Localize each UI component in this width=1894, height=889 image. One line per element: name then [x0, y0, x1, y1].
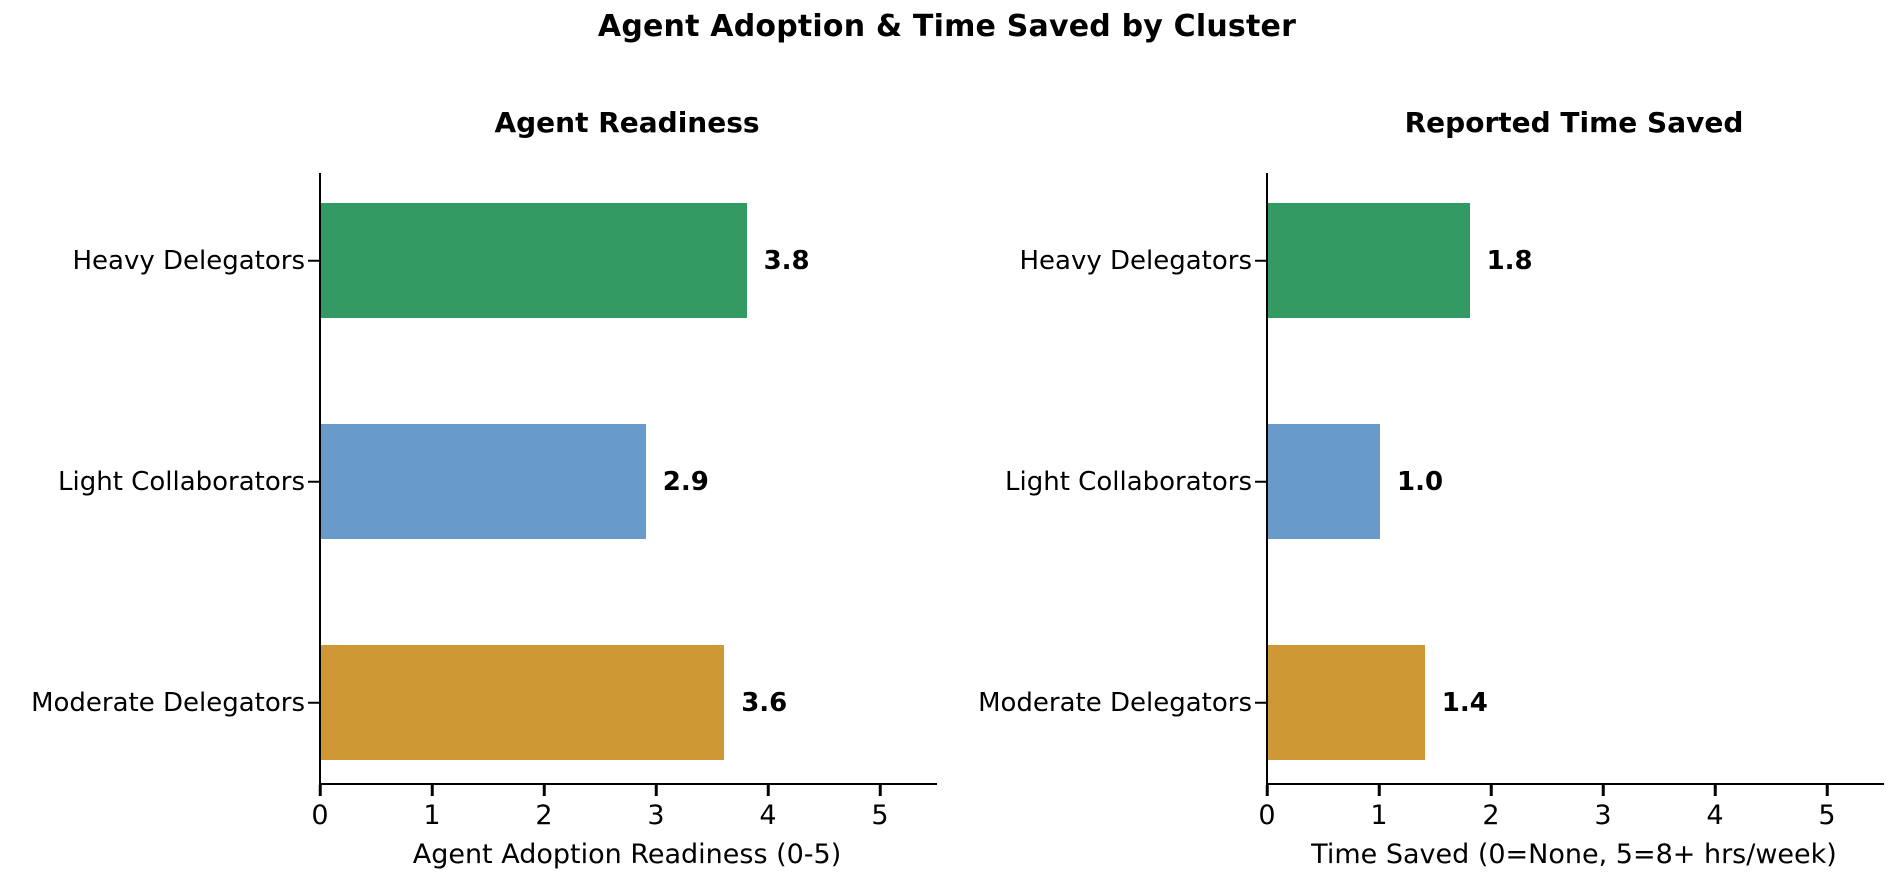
plot-area: Heavy Delegators 3.8 Light Collaborators 2.…	[31, 173, 937, 785]
x-tick-mark	[318, 785, 322, 796]
bar-value-label: 1.8	[1486, 245, 1533, 276]
bar-row: Moderate Delegators 1.4	[978, 645, 1884, 760]
y-tick-mark	[307, 701, 319, 704]
x-tick-mark	[1825, 785, 1829, 796]
x-axis: 0 1 2 3 4 5	[1258, 785, 1883, 845]
x-tick-mark	[542, 785, 546, 796]
y-tick-mark	[307, 259, 319, 262]
x-tick-label: 2	[535, 800, 553, 831]
category-label: Heavy Delegators	[72, 245, 305, 276]
x-tick-label: 0	[1258, 800, 1276, 831]
figure-title: Agent Adoption & Time Saved by Cluster	[597, 9, 1297, 44]
x-tick-label: 1	[423, 800, 441, 831]
bar-value-label: 2.9	[662, 466, 709, 497]
bar-row: Light Collaborators 2.9	[58, 424, 937, 539]
category-label: Moderate Delegators	[978, 687, 1252, 718]
category-label: Moderate Delegators	[31, 687, 305, 718]
chart-reported-time-saved: Reported Time Saved Heavy Delegators 1.8 L…	[947, 0, 1894, 889]
x-tick-label: 5	[871, 800, 889, 831]
bar	[321, 645, 725, 760]
plot-area: Heavy Delegators 1.8 Light Collaborators 1.…	[978, 173, 1884, 785]
x-tick-mark	[1713, 785, 1717, 796]
bar	[321, 424, 646, 539]
x-tick-mark	[430, 785, 434, 796]
x-tick-mark	[654, 785, 658, 796]
x-tick-label: 4	[1706, 800, 1724, 831]
bar-row: Heavy Delegators 3.8	[72, 203, 937, 318]
y-tick-mark	[1254, 480, 1266, 483]
x-axis: 0 1 2 3 4 5	[311, 785, 936, 845]
y-tick-mark	[1254, 259, 1266, 262]
x-tick-mark	[1489, 785, 1493, 796]
bar-value-label: 3.6	[741, 687, 788, 718]
bar-value-label: 1.0	[1397, 466, 1444, 497]
x-axis-label: Time Saved (0=None, 5=8+ hrs/week)	[1311, 839, 1837, 870]
bar-row: Moderate Delegators 3.6	[31, 645, 937, 760]
chart-agent-readiness: Agent Readiness Heavy Delegators 3.8 Light…	[31, 106, 937, 870]
bar	[1268, 203, 1470, 318]
bar-row: Light Collaborators 1.0	[1005, 424, 1884, 539]
x-tick-label: 2	[1482, 800, 1500, 831]
x-tick-mark	[1377, 785, 1381, 796]
x-tick-mark	[1265, 785, 1269, 796]
bar-value-label: 1.4	[1441, 687, 1488, 718]
y-tick-mark	[1254, 701, 1266, 704]
category-label: Light Collaborators	[58, 466, 305, 497]
x-tick-label: 5	[1818, 800, 1836, 831]
category-label: Heavy Delegators	[1019, 245, 1252, 276]
x-tick-label: 3	[647, 800, 665, 831]
x-axis-label: Agent Adoption Readiness (0-5)	[412, 839, 842, 870]
category-label: Light Collaborators	[1005, 466, 1252, 497]
x-tick-label: 0	[311, 800, 329, 831]
y-tick-mark	[307, 480, 319, 483]
bar	[1268, 645, 1425, 760]
subplot-title-agent-readiness: Agent Readiness	[494, 106, 760, 139]
bar	[321, 203, 747, 318]
subplot-title-reported-time-saved: Reported Time Saved	[1404, 106, 1744, 139]
bar-value-label: 3.8	[763, 245, 810, 276]
x-tick-mark	[1601, 785, 1605, 796]
bar	[1268, 424, 1380, 539]
x-tick-label: 3	[1594, 800, 1612, 831]
x-tick-mark	[766, 785, 770, 796]
bar-row: Heavy Delegators 1.8	[1019, 203, 1884, 318]
x-tick-mark	[878, 785, 882, 796]
x-tick-label: 1	[1370, 800, 1388, 831]
x-tick-label: 4	[759, 800, 777, 831]
